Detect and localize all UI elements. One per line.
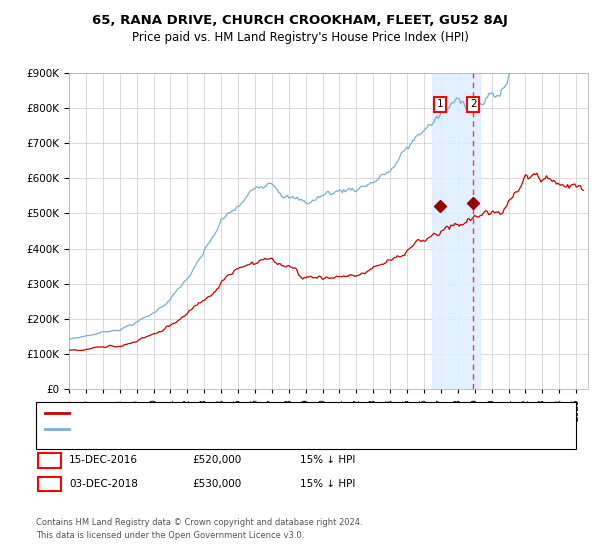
Text: 15-DEC-2016: 15-DEC-2016 [69, 455, 138, 465]
Text: 65, RANA DRIVE, CHURCH CROOKHAM, FLEET, GU52 8AJ: 65, RANA DRIVE, CHURCH CROOKHAM, FLEET, … [92, 14, 508, 27]
Text: 1: 1 [437, 100, 443, 109]
Text: 15% ↓ HPI: 15% ↓ HPI [300, 479, 355, 489]
Text: This data is licensed under the Open Government Licence v3.0.: This data is licensed under the Open Gov… [36, 531, 304, 540]
Text: 2: 2 [470, 100, 476, 109]
Text: HPI: Average price, detached house, Hart: HPI: Average price, detached house, Hart [73, 424, 289, 434]
Text: 65, RANA DRIVE, CHURCH CROOKHAM, FLEET, GU52 8AJ (detached house): 65, RANA DRIVE, CHURCH CROOKHAM, FLEET, … [73, 408, 460, 418]
Text: 03-DEC-2018: 03-DEC-2018 [69, 479, 138, 489]
Text: £530,000: £530,000 [192, 479, 241, 489]
Text: Contains HM Land Registry data © Crown copyright and database right 2024.: Contains HM Land Registry data © Crown c… [36, 518, 362, 527]
Text: Price paid vs. HM Land Registry's House Price Index (HPI): Price paid vs. HM Land Registry's House … [131, 31, 469, 44]
Text: 2: 2 [46, 479, 53, 489]
Text: 15% ↓ HPI: 15% ↓ HPI [300, 455, 355, 465]
Bar [433, 73, 480, 389]
Text: £520,000: £520,000 [192, 455, 241, 465]
Text: 1: 1 [46, 455, 53, 465]
